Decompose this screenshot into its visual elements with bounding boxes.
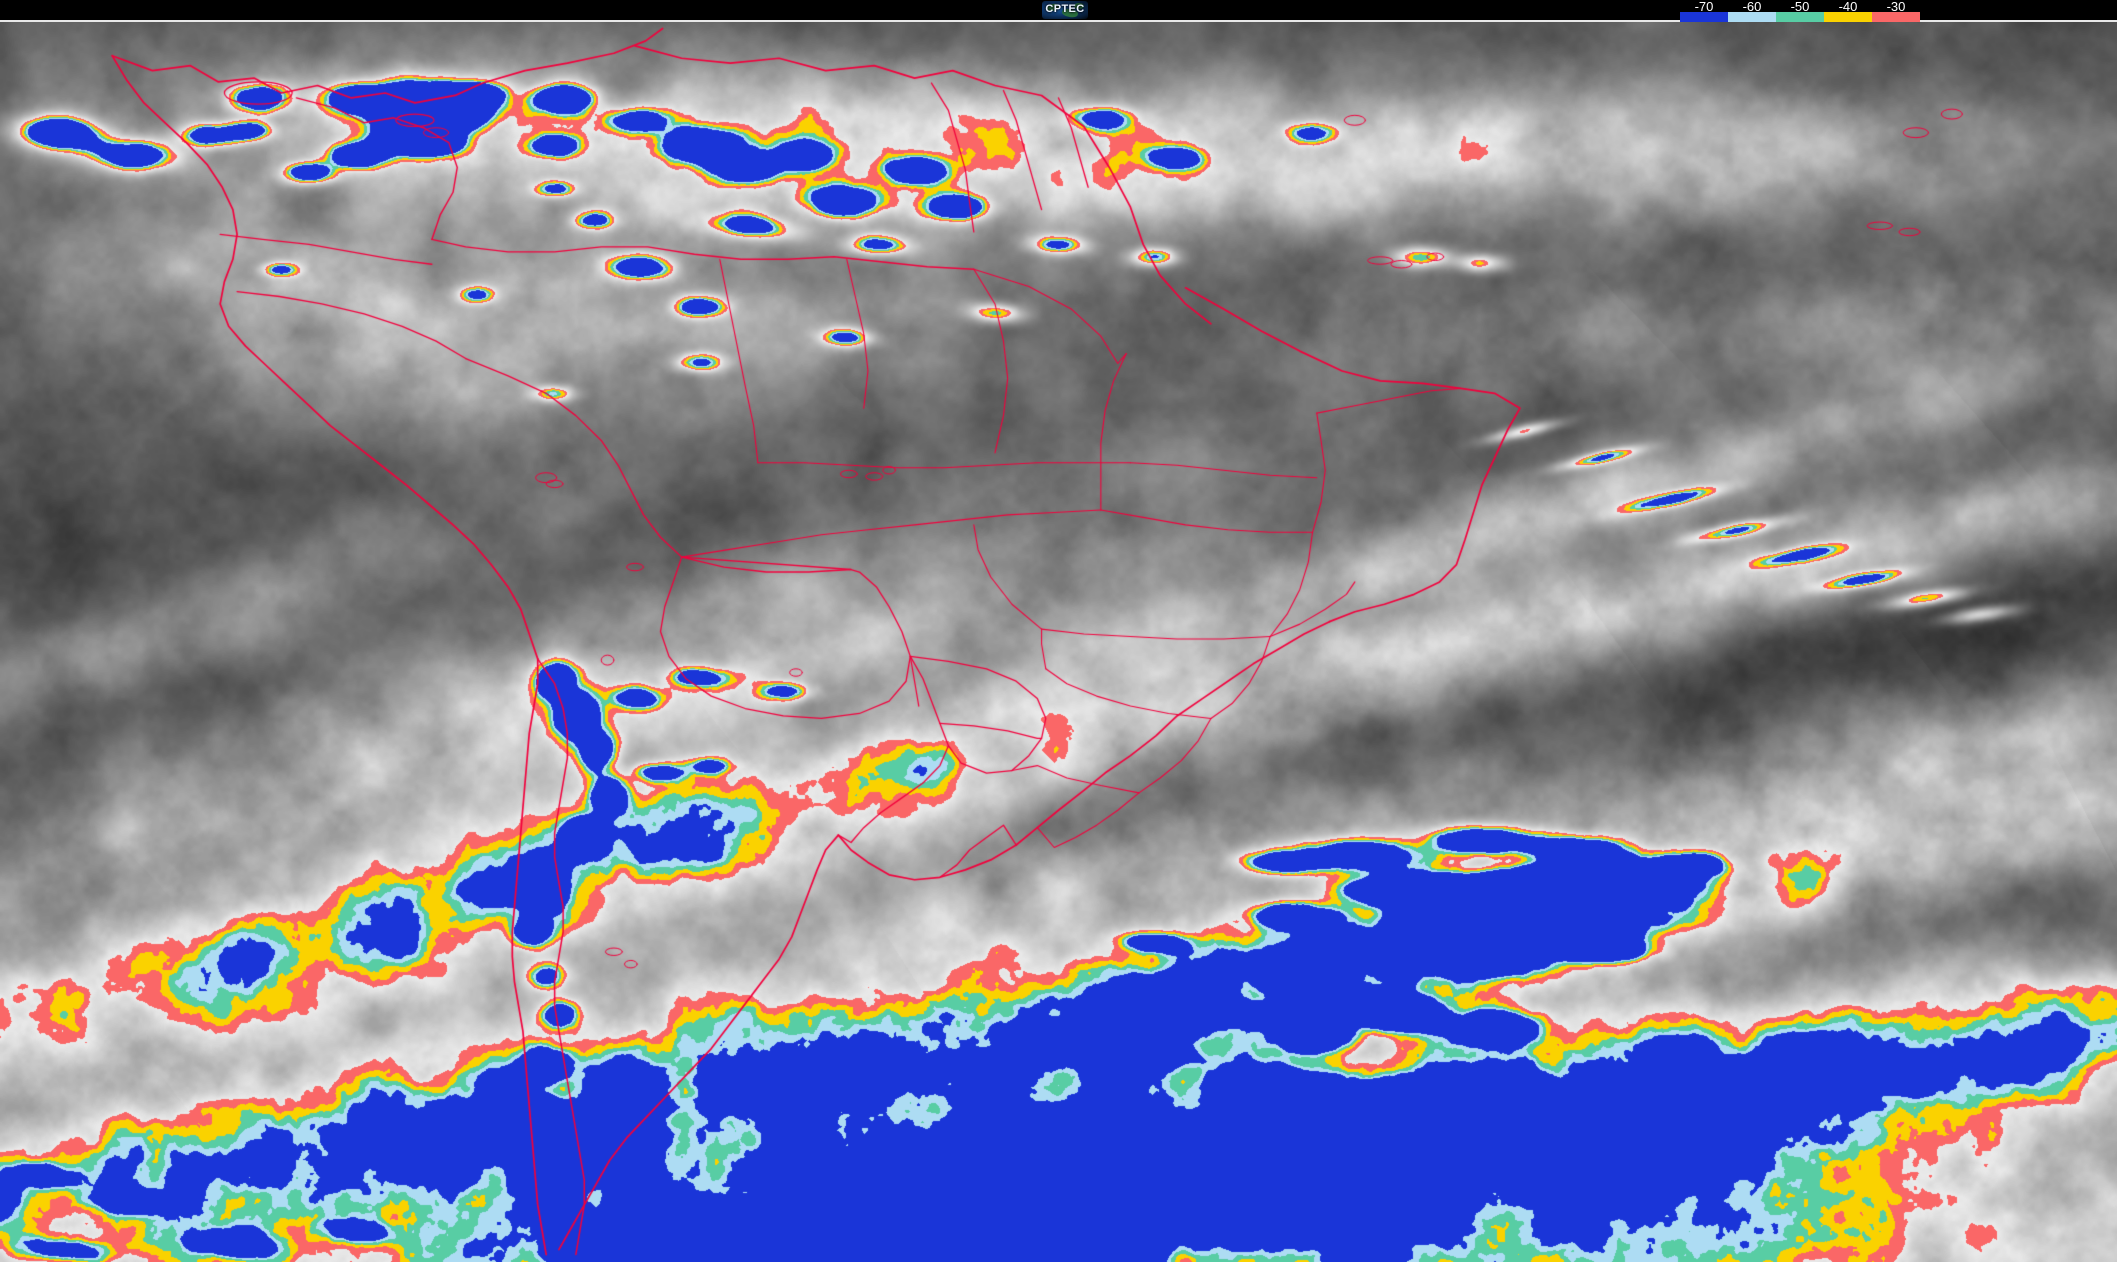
colorbar-segment [1872,12,1920,22]
temperature-colorbar: -70 -60 -50 -40 -30 [1680,0,1920,22]
ir-cloud-canvas [0,21,2117,1262]
colorbar-segment [1776,12,1824,22]
colorbar-tick-label: -70 [1694,0,1714,14]
colorbar-segment [1824,12,1872,22]
colorbar-tick-label: -50 [1790,0,1810,14]
colorbar-segment [1728,12,1776,22]
cptec-logo-icon: CPTEC [1042,1,1088,19]
colorbar-segment [1680,12,1728,22]
header-divider [0,20,2117,22]
colorbar-tick-label: -30 [1886,0,1906,14]
satellite-imagery [0,21,2117,1262]
colorbar-tick-label: -40 [1838,0,1858,14]
colorbar-tick-label: -60 [1742,0,1762,14]
cptec-logo-text: CPTEC [1045,3,1085,15]
